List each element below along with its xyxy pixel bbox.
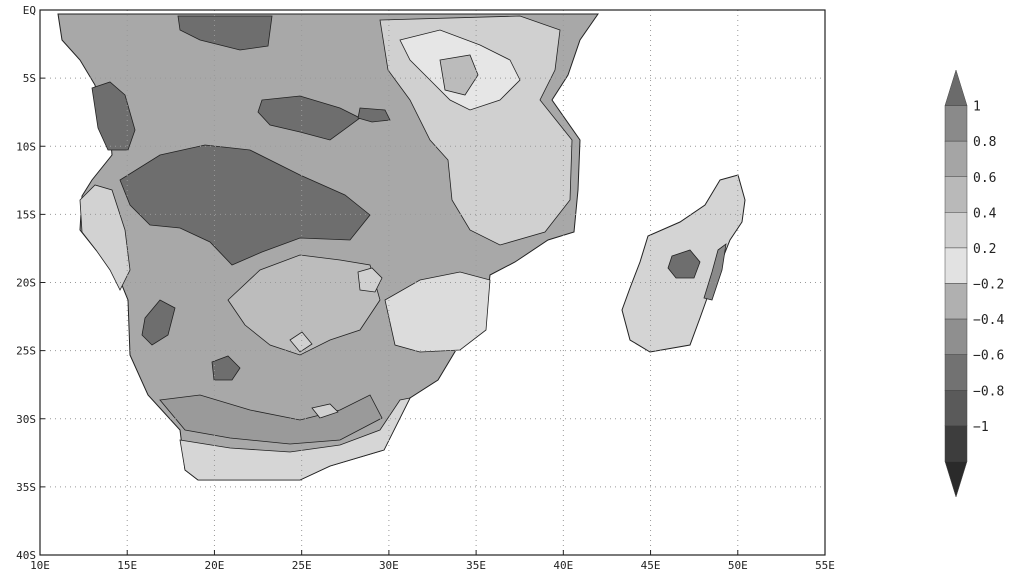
madagascar-dark-patch xyxy=(667,249,701,279)
lon-tick-label: 15E xyxy=(117,559,137,572)
colorbar-segment xyxy=(944,461,968,498)
lon-tick-label: 10E xyxy=(30,559,50,572)
shade-light-west xyxy=(79,184,131,291)
latitude-labels: EQ 5S 10S 15S 20S 25S 30S 35S 40S xyxy=(16,4,45,562)
colorbar-label: 0.2 xyxy=(973,242,996,257)
colorbar-label: 0.4 xyxy=(973,206,997,221)
grid-lines xyxy=(40,10,825,555)
colorbar-label: 1 xyxy=(973,100,981,115)
shade-mid-south-1 xyxy=(227,254,381,356)
shade-dark-north xyxy=(177,15,273,51)
shade-light-south xyxy=(179,397,411,481)
longitude-labels: 10E 15E 20E 25E 30E 35E 40E 45E 50E 55E xyxy=(30,550,835,572)
lat-tick-label: 30S xyxy=(16,413,36,426)
lon-tick-label: 50E xyxy=(728,559,748,572)
colorbar-label: −0.8 xyxy=(973,384,1004,399)
lon-tick-label: 35E xyxy=(466,559,486,572)
madagascar-dark-stripe xyxy=(703,243,727,301)
shade-small-patch-2 xyxy=(289,331,313,353)
colorbar-label: −0.4 xyxy=(973,313,1004,328)
lon-tick-label: 55E xyxy=(815,559,835,572)
colorbar-label: 0.6 xyxy=(973,171,996,186)
lon-tick-label: 45E xyxy=(641,559,661,572)
lat-tick-label: 40S xyxy=(16,549,36,562)
colorbar-segment xyxy=(944,318,968,355)
lat-tick-label: 25S xyxy=(16,345,36,358)
colorbar-segment xyxy=(944,247,968,284)
lat-tick-label: 10S xyxy=(16,140,36,153)
colorbar-segment xyxy=(944,212,968,249)
colorbar-label: −0.6 xyxy=(973,349,1004,364)
madagascar xyxy=(621,174,746,353)
colorbar-segment xyxy=(944,425,968,462)
shade-dark-patch-4 xyxy=(211,355,241,381)
shade-small-patch-3 xyxy=(311,403,339,419)
shade-small-patch-1 xyxy=(357,267,383,293)
colorbar-label: 0.8 xyxy=(973,135,996,150)
lat-tick-label: 35S xyxy=(16,481,36,494)
lat-tick-label: 15S xyxy=(16,208,36,221)
colorbar-segment xyxy=(944,105,968,142)
shade-dark-patch-3 xyxy=(141,299,176,346)
colorbar-segment xyxy=(944,390,968,427)
shade-mid-south-2 xyxy=(159,394,383,445)
lon-tick-label: 40E xyxy=(553,559,573,572)
colorbar-label: −0.2 xyxy=(973,278,1004,293)
colorbar-segment xyxy=(944,354,968,391)
shade-dark-patch-2 xyxy=(91,81,136,151)
lat-tick-label: 5S xyxy=(23,72,36,85)
lat-tick-label: 20S xyxy=(16,277,36,290)
shade-light-southeast xyxy=(384,271,491,353)
colorbar-segment xyxy=(944,176,968,213)
lon-tick-label: 25E xyxy=(292,559,312,572)
colorbar-segment xyxy=(944,140,968,178)
lon-tick-label: 20E xyxy=(205,559,225,572)
colorbar-label: −1 xyxy=(973,420,989,435)
colorbar-segment xyxy=(944,69,968,106)
colorbar-segment xyxy=(944,283,968,320)
africa-landmass xyxy=(57,13,599,481)
shade-dark-lake xyxy=(357,107,391,123)
shade-dark-patch xyxy=(257,95,361,141)
lon-tick-label: 30E xyxy=(379,559,399,572)
colorbar: 1 0.8 0.6 0.4 0.2 −0.2 −0.4 −0.6 −0.8 −1 xyxy=(944,69,1004,498)
lat-tick-label: EQ xyxy=(23,4,36,17)
shade-dark-central xyxy=(119,144,371,266)
shade-mid-east xyxy=(439,54,479,96)
